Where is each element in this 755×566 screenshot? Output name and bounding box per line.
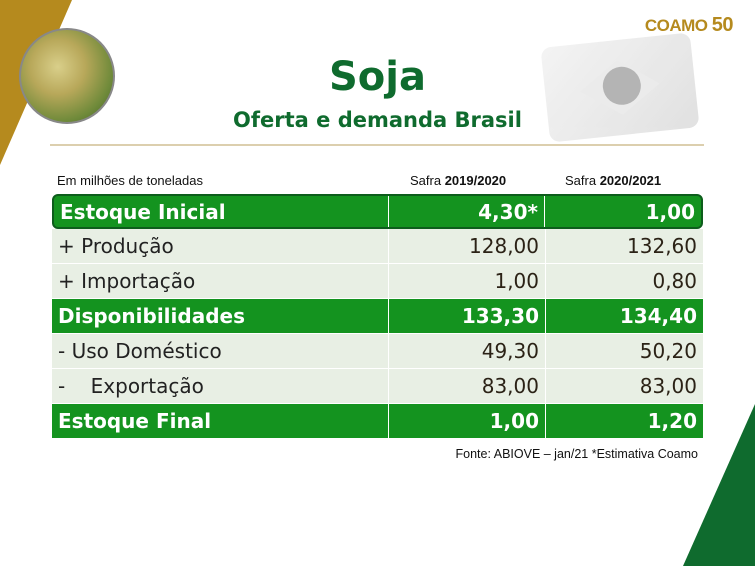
row-value: 83,00	[545, 369, 703, 403]
row-value: 4,30*	[387, 196, 544, 227]
row-label: Disponibilidades	[58, 304, 245, 328]
supply-demand-table: Estoque Inicial 4,30* 1,00 + Produção 128,00…	[52, 194, 703, 439]
row-value: 133,30	[388, 299, 545, 333]
soybean-photo	[19, 28, 115, 124]
row-value: 83,00	[388, 369, 545, 403]
row-value: 128,00	[388, 229, 545, 263]
table-row: Disponibilidades 133,30 134,40	[52, 299, 703, 334]
unit-label: Em milhões de toneladas	[57, 173, 203, 188]
coamo-logo: COAMO 50	[644, 14, 734, 36]
row-value: 0,80	[545, 264, 703, 298]
table-row: - Exportação 83,00 83,00	[52, 369, 703, 404]
row-value: 1,00	[388, 404, 545, 438]
row-value: 1,20	[545, 404, 703, 438]
table-row: + Produção 128,00 132,60	[52, 229, 703, 264]
row-label: - Uso Doméstico	[58, 339, 222, 363]
row-label: + Importação	[58, 269, 196, 293]
table-row: - Uso Doméstico 49,30 50,20	[52, 334, 703, 369]
row-label: Estoque Final	[58, 409, 212, 433]
row-value: 1,00	[543, 196, 701, 227]
row-value: 134,40	[545, 299, 703, 333]
row-value: 1,00	[388, 264, 545, 298]
row-value: 49,30	[388, 334, 545, 368]
divider	[50, 144, 704, 146]
page-subtitle: Oferta e demanda Brasil	[233, 108, 522, 132]
row-label: Estoque Inicial	[60, 199, 226, 224]
column-header-2020: Safra 2020/2021	[565, 173, 662, 188]
source-note: Fonte: ABIOVE – jan/21 *Estimativa Coamo	[455, 447, 698, 461]
page-title: Soja	[329, 54, 426, 100]
column-header-2019: Safra 2019/2020	[410, 173, 507, 188]
row-label: + Produção	[58, 234, 174, 258]
row-label: - Exportação	[58, 374, 204, 398]
table-row: Estoque Final 1,00 1,20	[52, 404, 703, 439]
row-value: 50,20	[545, 334, 703, 368]
row-value: 132,60	[545, 229, 703, 263]
table-row: + Importação 1,00 0,80	[52, 264, 703, 299]
table-row: Estoque Inicial 4,30* 1,00	[52, 194, 703, 229]
